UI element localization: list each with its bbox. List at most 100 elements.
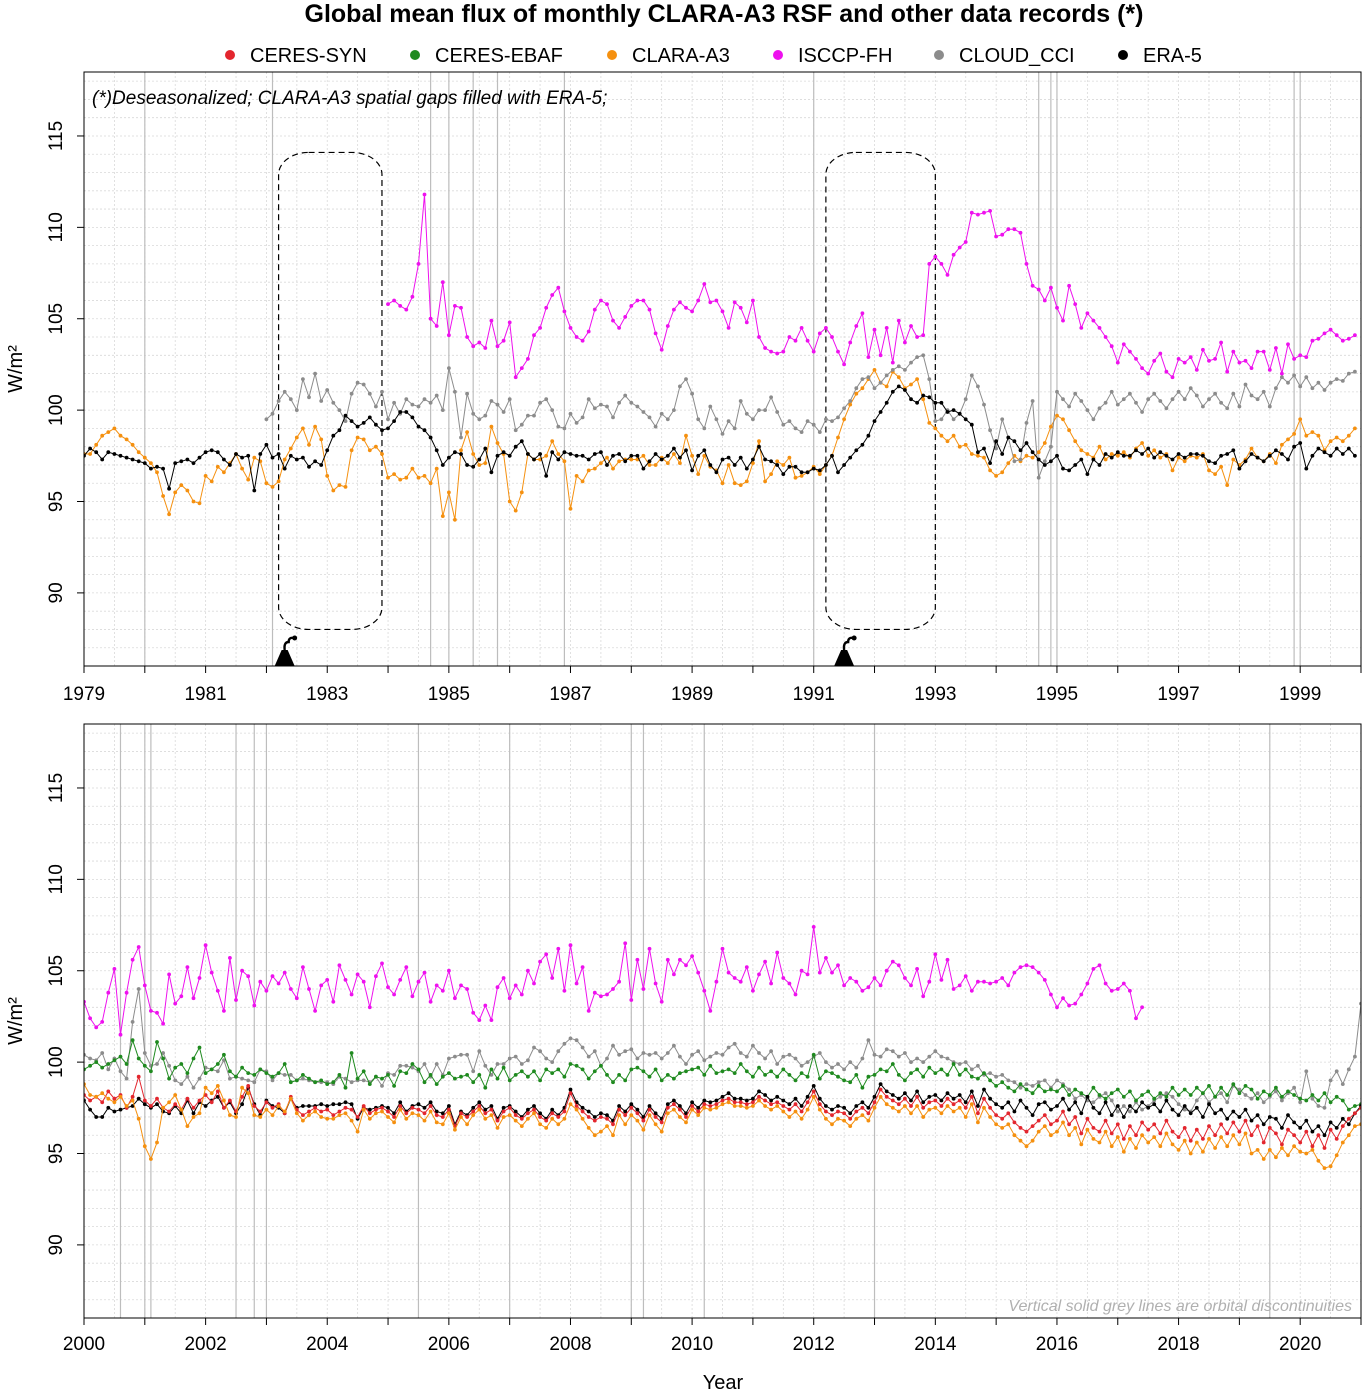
- data-point-isccp_fh: [830, 970, 834, 975]
- data-point-isccp_fh: [903, 976, 907, 980]
- series-line-era5: [84, 385, 1356, 491]
- data-point-clara_a3: [1006, 461, 1011, 465]
- data-point-isccp_fh: [179, 994, 184, 999]
- data-point-clara_a3: [185, 1124, 190, 1128]
- data-point-clara_a3: [1036, 450, 1041, 455]
- data-point-clara_a3: [726, 1100, 731, 1105]
- data-point-isccp_fh: [94, 1025, 99, 1030]
- data-point-cloud_cci: [1286, 380, 1290, 385]
- data-point-cloud_cci: [824, 417, 828, 422]
- data-point-era5: [507, 453, 512, 458]
- data-point-ceres_ebaf: [349, 1051, 354, 1055]
- data-point-ceres_ebaf: [319, 1078, 324, 1083]
- data-point-ceres_ebaf: [307, 1076, 311, 1081]
- data-point-ceres_syn: [969, 1094, 974, 1099]
- data-point-era5: [1146, 1105, 1151, 1110]
- data-point-ceres_ebaf: [957, 1073, 962, 1077]
- data-point-isccp_fh: [684, 963, 688, 968]
- data-point-era5: [751, 1096, 755, 1101]
- data-point-isccp_fh: [951, 252, 956, 257]
- data-point-ceres_syn: [921, 1105, 926, 1110]
- data-point-ceres_syn: [757, 1094, 761, 1099]
- data-point-isccp_fh: [641, 298, 646, 303]
- data-point-isccp_fh: [617, 326, 621, 330]
- data-point-isccp_fh: [781, 976, 786, 980]
- data-point-era5: [945, 410, 950, 414]
- data-point-era5: [1213, 1111, 1217, 1116]
- data-point-ceres_ebaf: [282, 1062, 287, 1066]
- data-point-era5: [343, 413, 348, 418]
- x-tick-label: 2008: [549, 1334, 591, 1355]
- data-point-cloud_cci: [282, 1073, 287, 1077]
- data-point-era5: [568, 1087, 573, 1092]
- data-point-era5: [976, 450, 980, 455]
- data-point-isccp_fh: [1207, 358, 1211, 363]
- data-point-clara_a3: [380, 452, 384, 456]
- data-point-era5: [915, 400, 919, 405]
- data-point-era5: [586, 1109, 591, 1114]
- series-clara_a3: [84, 368, 1357, 522]
- data-point-isccp_fh: [860, 311, 865, 316]
- data-point-era5: [1225, 452, 1230, 456]
- data-point-isccp_fh: [1286, 342, 1290, 347]
- data-point-isccp_fh: [1012, 227, 1017, 232]
- data-point-clara_a3: [367, 448, 372, 453]
- data-point-ceres_ebaf: [179, 1062, 184, 1066]
- data-point-era5: [1055, 1104, 1059, 1108]
- data-point-era5: [161, 466, 166, 471]
- data-point-cloud_cci: [647, 1052, 652, 1057]
- data-point-clara_a3: [580, 479, 585, 484]
- data-point-clara_a3: [319, 437, 324, 442]
- data-point-era5: [1140, 1100, 1144, 1105]
- data-point-isccp_fh: [775, 950, 780, 955]
- data-point-cloud_cci: [726, 1045, 731, 1050]
- data-point-clara_a3: [179, 483, 184, 487]
- data-point-isccp_fh: [866, 355, 871, 359]
- data-point-era5: [1249, 1118, 1254, 1123]
- data-point-era5: [799, 470, 804, 475]
- data-point-clara_a3: [1000, 1126, 1005, 1130]
- data-point-clara_a3: [890, 1105, 895, 1110]
- data-point-ceres_ebaf: [1079, 1091, 1084, 1096]
- data-point-cloud_cci: [738, 1051, 743, 1055]
- data-point-era5: [811, 1084, 816, 1088]
- data-point-cloud_cci: [519, 422, 524, 427]
- data-point-isccp_fh: [513, 983, 518, 988]
- data-point-isccp_fh: [337, 963, 342, 968]
- data-point-cloud_cci: [805, 1060, 810, 1064]
- data-point-clara_a3: [106, 430, 111, 434]
- data-point-era5: [410, 415, 415, 420]
- volcano-icon: [834, 635, 857, 666]
- data-point-cloud_cci: [246, 1078, 251, 1083]
- data-point-cloud_cci: [1346, 1067, 1351, 1072]
- data-point-isccp_fh: [726, 970, 731, 975]
- data-point-clara_a3: [477, 1107, 482, 1112]
- data-point-era5: [738, 1096, 743, 1101]
- data-point-ceres_syn: [410, 1105, 415, 1110]
- data-point-isccp_fh: [799, 968, 804, 973]
- data-point-clara_a3: [976, 453, 980, 458]
- data-point-clara_a3: [696, 472, 701, 476]
- data-point-clara_a3: [538, 1122, 542, 1127]
- data-point-cloud_cci: [824, 1060, 828, 1064]
- data-point-isccp_fh: [228, 956, 232, 960]
- data-point-ceres_syn: [866, 1111, 871, 1116]
- data-point-cloud_cci: [884, 1047, 889, 1052]
- data-point-clara_a3: [665, 461, 670, 465]
- data-point-cloud_cci: [1128, 1109, 1132, 1114]
- data-point-era5: [416, 424, 421, 429]
- data-point-clara_a3: [209, 479, 214, 484]
- data-point-isccp_fh: [1024, 963, 1029, 968]
- grid: [83, 72, 1362, 667]
- data-point-clara_a3: [629, 1113, 634, 1117]
- data-point-ceres_syn: [1170, 1129, 1175, 1134]
- data-point-isccp_fh: [1061, 318, 1065, 323]
- data-point-cloud_cci: [349, 391, 354, 396]
- data-point-ceres_ebaf: [708, 1063, 713, 1068]
- data-point-era5: [580, 453, 585, 458]
- data-point-ceres_syn: [708, 1104, 713, 1108]
- data-point-ceres_syn: [1231, 1120, 1236, 1125]
- data-point-isccp_fh: [538, 326, 542, 330]
- data-point-cloud_cci: [1219, 400, 1223, 405]
- data-point-clara_a3: [434, 466, 439, 471]
